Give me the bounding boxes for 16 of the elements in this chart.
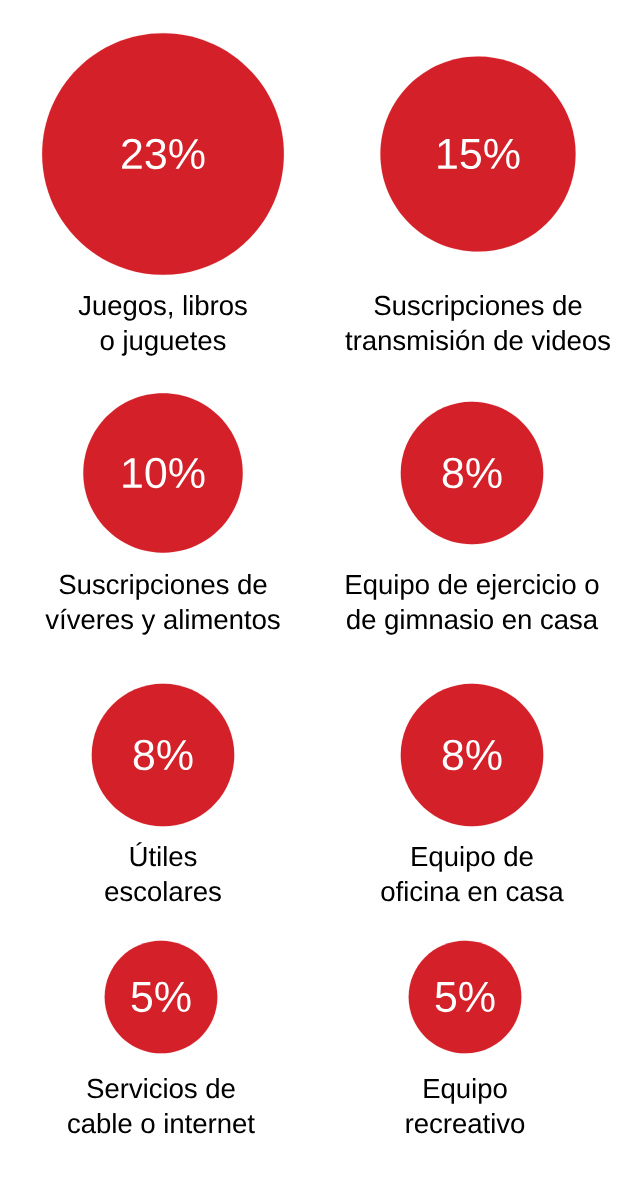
data-label: 8% <box>133 739 193 771</box>
data-label: 5% <box>131 981 191 1013</box>
category-label: Equipo de ejercicio o de gimnasio en casa <box>346 574 599 635</box>
category-label: Servicios de cable o internet <box>68 1078 255 1134</box>
category-label: Equipo recreativo <box>406 1078 525 1134</box>
category-label: Útiles escolares <box>105 842 221 902</box>
category-label: Suscripciones de transmisión de videos <box>345 295 610 351</box>
category-label: Suscripciones de víveres y alimentos <box>45 574 280 635</box>
data-label: 5% <box>435 981 495 1013</box>
data-label: 8% <box>442 457 502 489</box>
data-label: 8% <box>442 739 502 771</box>
category-label: Equipo de oficina en casa <box>381 846 564 902</box>
data-label: 23% <box>122 138 205 170</box>
category-label: Juegos, libros o juguetes <box>78 295 247 356</box>
data-label: 15% <box>438 138 520 170</box>
data-label: 10% <box>123 457 205 489</box>
